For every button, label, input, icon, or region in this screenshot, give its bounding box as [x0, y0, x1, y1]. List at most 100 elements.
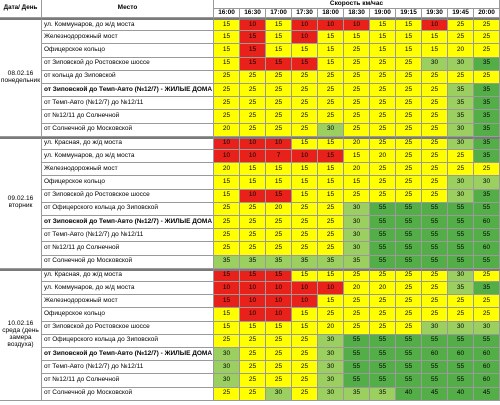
speed-cell: 15 [318, 31, 344, 45]
speed-cell: 20 [344, 163, 370, 177]
speed-cell: 55 [474, 229, 500, 243]
place-cell: от Солнечной до Московской [42, 255, 214, 269]
speed-cell: 25 [292, 123, 318, 137]
speed-cell: 10 [214, 150, 240, 164]
speed-cell: 60 [474, 374, 500, 388]
speed-cell: 15 [422, 31, 448, 45]
speed-cell: 25 [266, 216, 292, 230]
speed-cell: 25 [344, 57, 370, 71]
speed-cell: 55 [370, 216, 396, 230]
speed-cell: 25 [396, 70, 422, 84]
speed-cell: 25 [266, 229, 292, 243]
place-cell: Офицерское кольцо [42, 308, 214, 322]
speed-cell: 25 [240, 242, 266, 256]
speed-cell: 55 [474, 202, 500, 216]
speed-cell: 35 [240, 255, 266, 269]
speed-cell: 25 [292, 374, 318, 388]
speed-cell: 15 [344, 31, 370, 45]
speed-cell: 55 [422, 202, 448, 216]
place-cell: ул. Красная, до ж/д моста [42, 268, 214, 282]
header-time: 19:30 [422, 9, 448, 18]
speed-cell: 25 [214, 229, 240, 243]
speed-cell: 25 [370, 57, 396, 71]
speed-cell: 25 [344, 44, 370, 58]
header-time: 20:00 [474, 9, 500, 18]
speed-cell: 30 [318, 334, 344, 348]
speed-cell: 10 [422, 18, 448, 32]
speed-cell: 25 [344, 84, 370, 98]
speed-cell: 10 [214, 136, 240, 150]
speed-cell: 25 [448, 18, 474, 32]
speed-cell: 55 [448, 334, 474, 348]
header-place: Место [42, 0, 214, 18]
speed-cell: 25 [396, 136, 422, 150]
speed-cell: 45 [422, 387, 448, 401]
speed-cell: 25 [292, 387, 318, 401]
speed-cell: 10 [240, 295, 266, 309]
speed-cell: 25 [370, 97, 396, 111]
speed-cell: 15 [370, 31, 396, 45]
speed-cell: 30 [344, 216, 370, 230]
speed-cell: 30 [318, 387, 344, 401]
speed-cell: 55 [396, 361, 422, 375]
speed-cell: 25 [448, 163, 474, 177]
speed-cell: 15 [240, 57, 266, 71]
speed-cell: 25 [318, 308, 344, 322]
speed-cell: 30 [344, 229, 370, 243]
speed-cell: 35 [474, 57, 500, 71]
speed-cell: 30 [448, 189, 474, 203]
speed-cell: 15 [214, 31, 240, 45]
place-cell: от Темп-Авто (№12/7) до №12/11 [42, 229, 214, 243]
header-time: 16:00 [214, 9, 240, 18]
speed-cell: 55 [370, 202, 396, 216]
speed-cell: 15 [266, 176, 292, 190]
speed-cell: 35 [448, 84, 474, 98]
speed-cell: 15 [214, 44, 240, 58]
speed-cell: 55 [344, 361, 370, 375]
speed-cell: 25 [422, 308, 448, 322]
speed-cell: 25 [396, 176, 422, 190]
place-cell: от Темп-Авто (№12/7) до №12/11 [42, 361, 214, 375]
speed-cell: 25 [318, 202, 344, 216]
place-cell: от Солнечной до Московской [42, 387, 214, 401]
speed-cell: 25 [370, 84, 396, 98]
speed-cell: 25 [396, 163, 422, 177]
speed-cell: 25 [240, 97, 266, 111]
speed-cell: 25 [448, 31, 474, 45]
speed-cell: 20 [318, 321, 344, 335]
speed-cell: 55 [422, 216, 448, 230]
speed-cell: 10 [240, 150, 266, 164]
speed-cell: 25 [240, 84, 266, 98]
speed-cell: 10 [292, 150, 318, 164]
speed-cell: 15 [266, 321, 292, 335]
speed-cell: 20 [266, 202, 292, 216]
speed-cell: 25 [266, 84, 292, 98]
speed-cell: 15 [396, 44, 422, 58]
speed-cell: 55 [396, 229, 422, 243]
speed-cell: 25 [318, 84, 344, 98]
speed-cell: 25 [266, 110, 292, 124]
speed-cell: 25 [266, 374, 292, 388]
speed-cell: 25 [266, 361, 292, 375]
speed-cell: 25 [240, 334, 266, 348]
speed-cell: 25 [240, 110, 266, 124]
header-time: 18:00 [318, 9, 344, 18]
speed-cell: 15 [396, 18, 422, 32]
speed-cell: 15 [266, 31, 292, 45]
speed-cell: 25 [370, 308, 396, 322]
speed-cell: 15 [266, 44, 292, 58]
speed-cell: 35 [292, 255, 318, 269]
speed-cell: 25 [214, 84, 240, 98]
speed-cell: 15 [318, 163, 344, 177]
speed-cell: 25 [370, 110, 396, 124]
speed-cell: 10 [292, 31, 318, 45]
speed-cell: 10 [266, 308, 292, 322]
speed-cell: 25 [292, 348, 318, 362]
speed-cell: 15 [292, 268, 318, 282]
header-date-day: Дата/ День [0, 0, 42, 18]
speed-cell: 55 [422, 242, 448, 256]
speed-cell: 15 [292, 189, 318, 203]
speed-cell: 25 [422, 97, 448, 111]
speed-cell: 20 [370, 150, 396, 164]
speed-cell: 25 [474, 295, 500, 309]
